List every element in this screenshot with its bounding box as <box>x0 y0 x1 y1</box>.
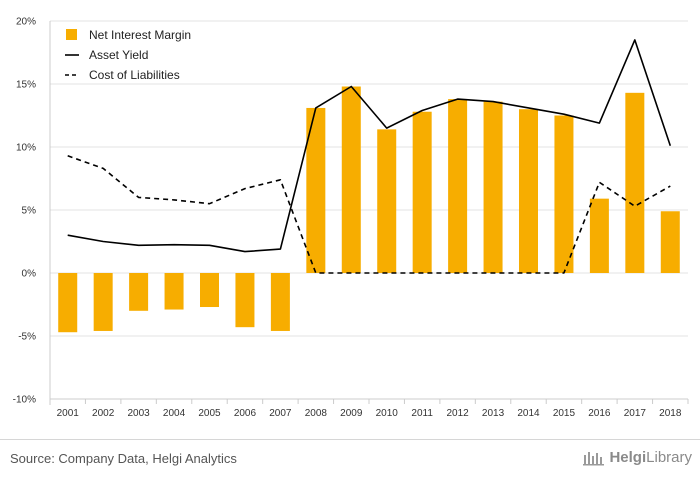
x-tick-label: 2007 <box>269 408 292 419</box>
bar-net-interest-margin <box>448 99 468 274</box>
chart: -10% -5% 0% 5% 10% 15% 20% 2001 2002 2003 2004 2005… <box>13 17 689 419</box>
y-tick-label: 15% <box>16 80 36 91</box>
legend-label: Cost of Liabilities <box>89 68 180 82</box>
helgi-library-logo[interactable]: Helgi Library <box>583 449 692 466</box>
y-tick-label: -5% <box>18 332 36 343</box>
y-tick-label: 0% <box>22 269 37 280</box>
x-tick-label: 2011 <box>411 408 433 419</box>
x-tick-label: 2012 <box>446 408 469 419</box>
bar-net-interest-margin <box>129 273 149 311</box>
x-tick-label: 2006 <box>234 408 257 419</box>
bar-net-interest-margin <box>483 101 503 273</box>
bar-net-interest-margin <box>235 273 255 328</box>
bar-net-interest-margin <box>660 211 680 273</box>
x-tick-label: 2013 <box>482 408 505 419</box>
x-tick-label: 2009 <box>340 408 363 419</box>
y-tick-label: 10% <box>16 143 36 154</box>
legend-label: Asset Yield <box>89 48 148 62</box>
legend-swatch-net-interest-margin <box>66 29 77 40</box>
bar-net-interest-margin <box>306 107 326 273</box>
y-tick-label: -10% <box>13 395 36 406</box>
x-tick-label: 2001 <box>57 408 80 419</box>
footer-divider <box>0 439 700 440</box>
source-text: Source: Company Data, Helgi Analytics <box>10 451 237 466</box>
x-tick-label: 2004 <box>163 408 186 419</box>
bar-net-interest-margin <box>270 273 290 331</box>
y-tick-label: 5% <box>22 206 37 217</box>
line-cost-of-liabilities <box>67 155 671 274</box>
bar-net-interest-margin <box>519 109 538 273</box>
bar-net-interest-margin <box>589 198 609 273</box>
x-tick-label: 2017 <box>624 408 647 419</box>
x-tick-label: 2008 <box>305 408 328 419</box>
x-tick-label: 2005 <box>198 408 221 419</box>
bar-net-interest-margin <box>341 86 361 274</box>
logo-text-helgi: Helgi <box>609 449 647 466</box>
bar-net-interest-margin <box>93 273 113 331</box>
library-icon <box>583 451 605 465</box>
logo-text-library: Library <box>646 449 692 466</box>
bar-net-interest-margin <box>200 273 219 308</box>
bar-net-interest-margin <box>377 129 397 273</box>
bar-net-interest-margin <box>625 92 645 273</box>
x-tick-label: 2002 <box>92 408 115 419</box>
bar-net-interest-margin <box>58 273 78 333</box>
bar-net-interest-margin <box>554 115 574 273</box>
line-asset-yield <box>67 39 672 253</box>
x-tick-label: 2010 <box>376 408 399 419</box>
y-tick-label: 20% <box>16 17 36 28</box>
bar-net-interest-margin <box>164 273 184 310</box>
x-tick-label: 2018 <box>659 408 682 419</box>
x-tick-label: 2015 <box>553 408 576 419</box>
x-tick-label: 2014 <box>517 408 540 419</box>
x-tick-label: 2003 <box>127 408 150 419</box>
legend-label: Net Interest Margin <box>89 28 191 42</box>
bar-net-interest-margin <box>412 111 432 273</box>
x-tick-label: 2016 <box>588 408 611 419</box>
